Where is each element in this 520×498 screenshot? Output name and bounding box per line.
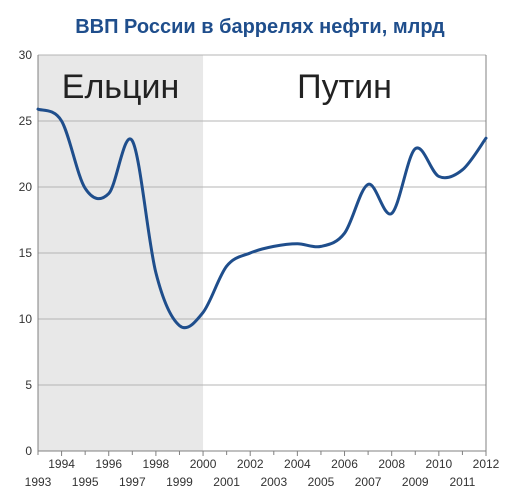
x-tick-label-2011: 2011 [450, 475, 476, 489]
y-tick-label-0: 0 [25, 444, 32, 458]
y-tick-label-15: 15 [19, 246, 33, 260]
series-line-0 [36, 107, 488, 330]
x-tick-label-1998: 1998 [143, 457, 170, 471]
x-tick-label-1997: 1997 [119, 475, 146, 489]
data-point-2012 [485, 137, 488, 140]
x-tick-label-2006: 2006 [331, 457, 358, 471]
x-tick-label-1995: 1995 [72, 475, 99, 489]
x-tick-label-2005: 2005 [308, 475, 335, 489]
data-point-2004 [296, 242, 299, 245]
data-point-1996 [107, 192, 110, 195]
data-point-1995 [84, 187, 87, 190]
data-point-2010 [437, 175, 440, 178]
data-point-2000 [202, 311, 205, 314]
data-point-1998 [154, 271, 157, 274]
x-tick-label-2000: 2000 [190, 457, 217, 471]
data-point-1993 [37, 108, 40, 111]
x-tick-label-1996: 1996 [95, 457, 122, 471]
region-label-0: Ельцин [62, 68, 179, 106]
data-point-2007 [367, 183, 370, 186]
data-point-2003 [272, 245, 275, 248]
data-point-2008 [390, 212, 393, 215]
data-point-1994 [60, 120, 63, 123]
y-tick-label-10: 10 [19, 312, 33, 326]
data-point-1997 [131, 139, 134, 142]
data-point-1999 [178, 324, 181, 327]
y-tick-label-5: 5 [25, 378, 32, 392]
x-tick-label-2009: 2009 [402, 475, 429, 489]
data-point-2002 [249, 252, 252, 255]
data-point-2009 [414, 147, 417, 150]
x-tick-label-1999: 1999 [166, 475, 193, 489]
x-tick-label-2004: 2004 [284, 457, 311, 471]
data-point-2001 [225, 265, 228, 268]
y-tick-label-25: 25 [19, 114, 33, 128]
y-tick-label-30: 30 [19, 48, 33, 62]
x-tick-label-2012: 2012 [473, 457, 500, 471]
region-label-1: Путин [297, 68, 392, 106]
data-point-2005 [319, 245, 322, 248]
x-tick-label-2003: 2003 [260, 475, 287, 489]
chart-title: ВВП России в баррелях нефти, млрд [75, 16, 445, 38]
x-tick-label-1994: 1994 [48, 457, 75, 471]
data-point-2006 [343, 232, 346, 235]
x-tick-label-2002: 2002 [237, 457, 264, 471]
y-tick-label-20: 20 [19, 180, 33, 194]
x-tick-label-2008: 2008 [378, 457, 405, 471]
x-tick-label-2001: 2001 [213, 475, 240, 489]
x-tick-label-2010: 2010 [425, 457, 452, 471]
x-tick-label-1993: 1993 [25, 475, 52, 489]
data-point-2011 [461, 168, 464, 171]
x-tick-label-2007: 2007 [355, 475, 382, 489]
